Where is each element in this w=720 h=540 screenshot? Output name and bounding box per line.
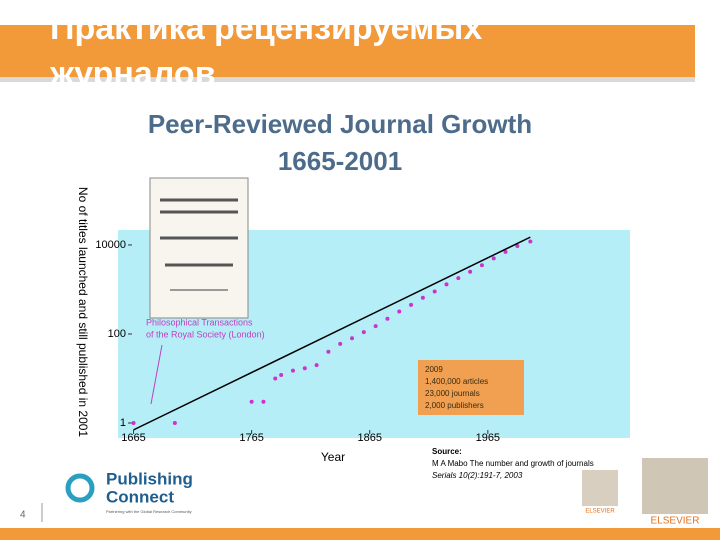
data-point <box>290 368 295 373</box>
source-text: Serials 10(2):191-7, 2003 <box>432 471 523 480</box>
chart-subtitle: 1665-2001 <box>278 146 402 176</box>
data-point <box>515 243 520 248</box>
data-point <box>314 363 319 368</box>
data-point <box>385 316 390 321</box>
logo-text: Connect <box>106 487 174 506</box>
data-point <box>468 269 473 274</box>
logo-mark <box>65 473 95 503</box>
data-point <box>279 372 284 377</box>
data-point <box>302 366 307 371</box>
x-tick-label: 1865 <box>357 432 381 444</box>
elsevier-tree-small <box>582 470 618 506</box>
info-text: 2009 <box>425 365 443 374</box>
data-point <box>261 399 266 404</box>
y-tick-label: 10000 <box>95 239 126 251</box>
page-number: 4 <box>20 510 26 521</box>
elsevier-small: ELSEVIER <box>585 509 615 515</box>
data-point <box>361 330 366 335</box>
data-point <box>131 420 136 425</box>
logo-text: Publishing <box>106 469 193 488</box>
info-box <box>418 360 524 415</box>
data-point <box>397 309 402 314</box>
source-text: M A Mabo The number and growth of journa… <box>432 459 594 468</box>
title-banner <box>0 25 695 77</box>
data-point <box>420 295 425 300</box>
journal-cover <box>149 177 249 319</box>
data-point <box>409 302 414 307</box>
x-tick-label: 1665 <box>121 432 145 444</box>
info-text: 1,400,000 articles <box>425 377 488 386</box>
data-point <box>350 336 355 341</box>
data-point <box>172 420 177 425</box>
source-text: Source: <box>432 447 462 456</box>
annotation: of the Royal Society (London) <box>146 329 265 339</box>
title-rule <box>0 77 695 82</box>
data-point <box>456 276 461 281</box>
elsevier-logo: ELSEVIER <box>651 516 700 527</box>
trend-line <box>133 236 531 431</box>
data-point <box>249 399 254 404</box>
slide-title: Практика рецензируемых <box>50 9 482 47</box>
y-tick-label: 1 <box>120 417 126 429</box>
y-tick-label: 100 <box>108 328 126 340</box>
x-tick-label: 1765 <box>239 432 263 444</box>
x-tick-label: 1965 <box>476 432 500 444</box>
elsevier-tree <box>642 458 708 514</box>
data-point <box>273 376 278 381</box>
info-text: 2,000 publishers <box>425 401 484 410</box>
data-point <box>326 349 331 354</box>
logo-tagline: Partnering with the Global Research Comm… <box>106 509 192 514</box>
y-axis-label: No of titles launched and still publishe… <box>76 187 90 437</box>
data-point <box>479 263 484 268</box>
annotation: Philosophical Transactions <box>146 317 253 327</box>
data-point <box>373 324 378 329</box>
data-point <box>491 256 496 261</box>
data-point <box>503 249 508 254</box>
data-point <box>432 289 437 294</box>
data-point <box>528 239 533 244</box>
x-axis-label: Year <box>321 450 345 464</box>
info-text: 23,000 journals <box>425 389 480 398</box>
chart-title: Peer-Reviewed Journal Growth <box>148 109 532 139</box>
data-point <box>444 282 449 287</box>
slide-title: журналов <box>49 55 216 93</box>
annotation-arrow <box>150 344 163 405</box>
data-point <box>338 341 343 346</box>
footer-bar <box>0 528 720 540</box>
